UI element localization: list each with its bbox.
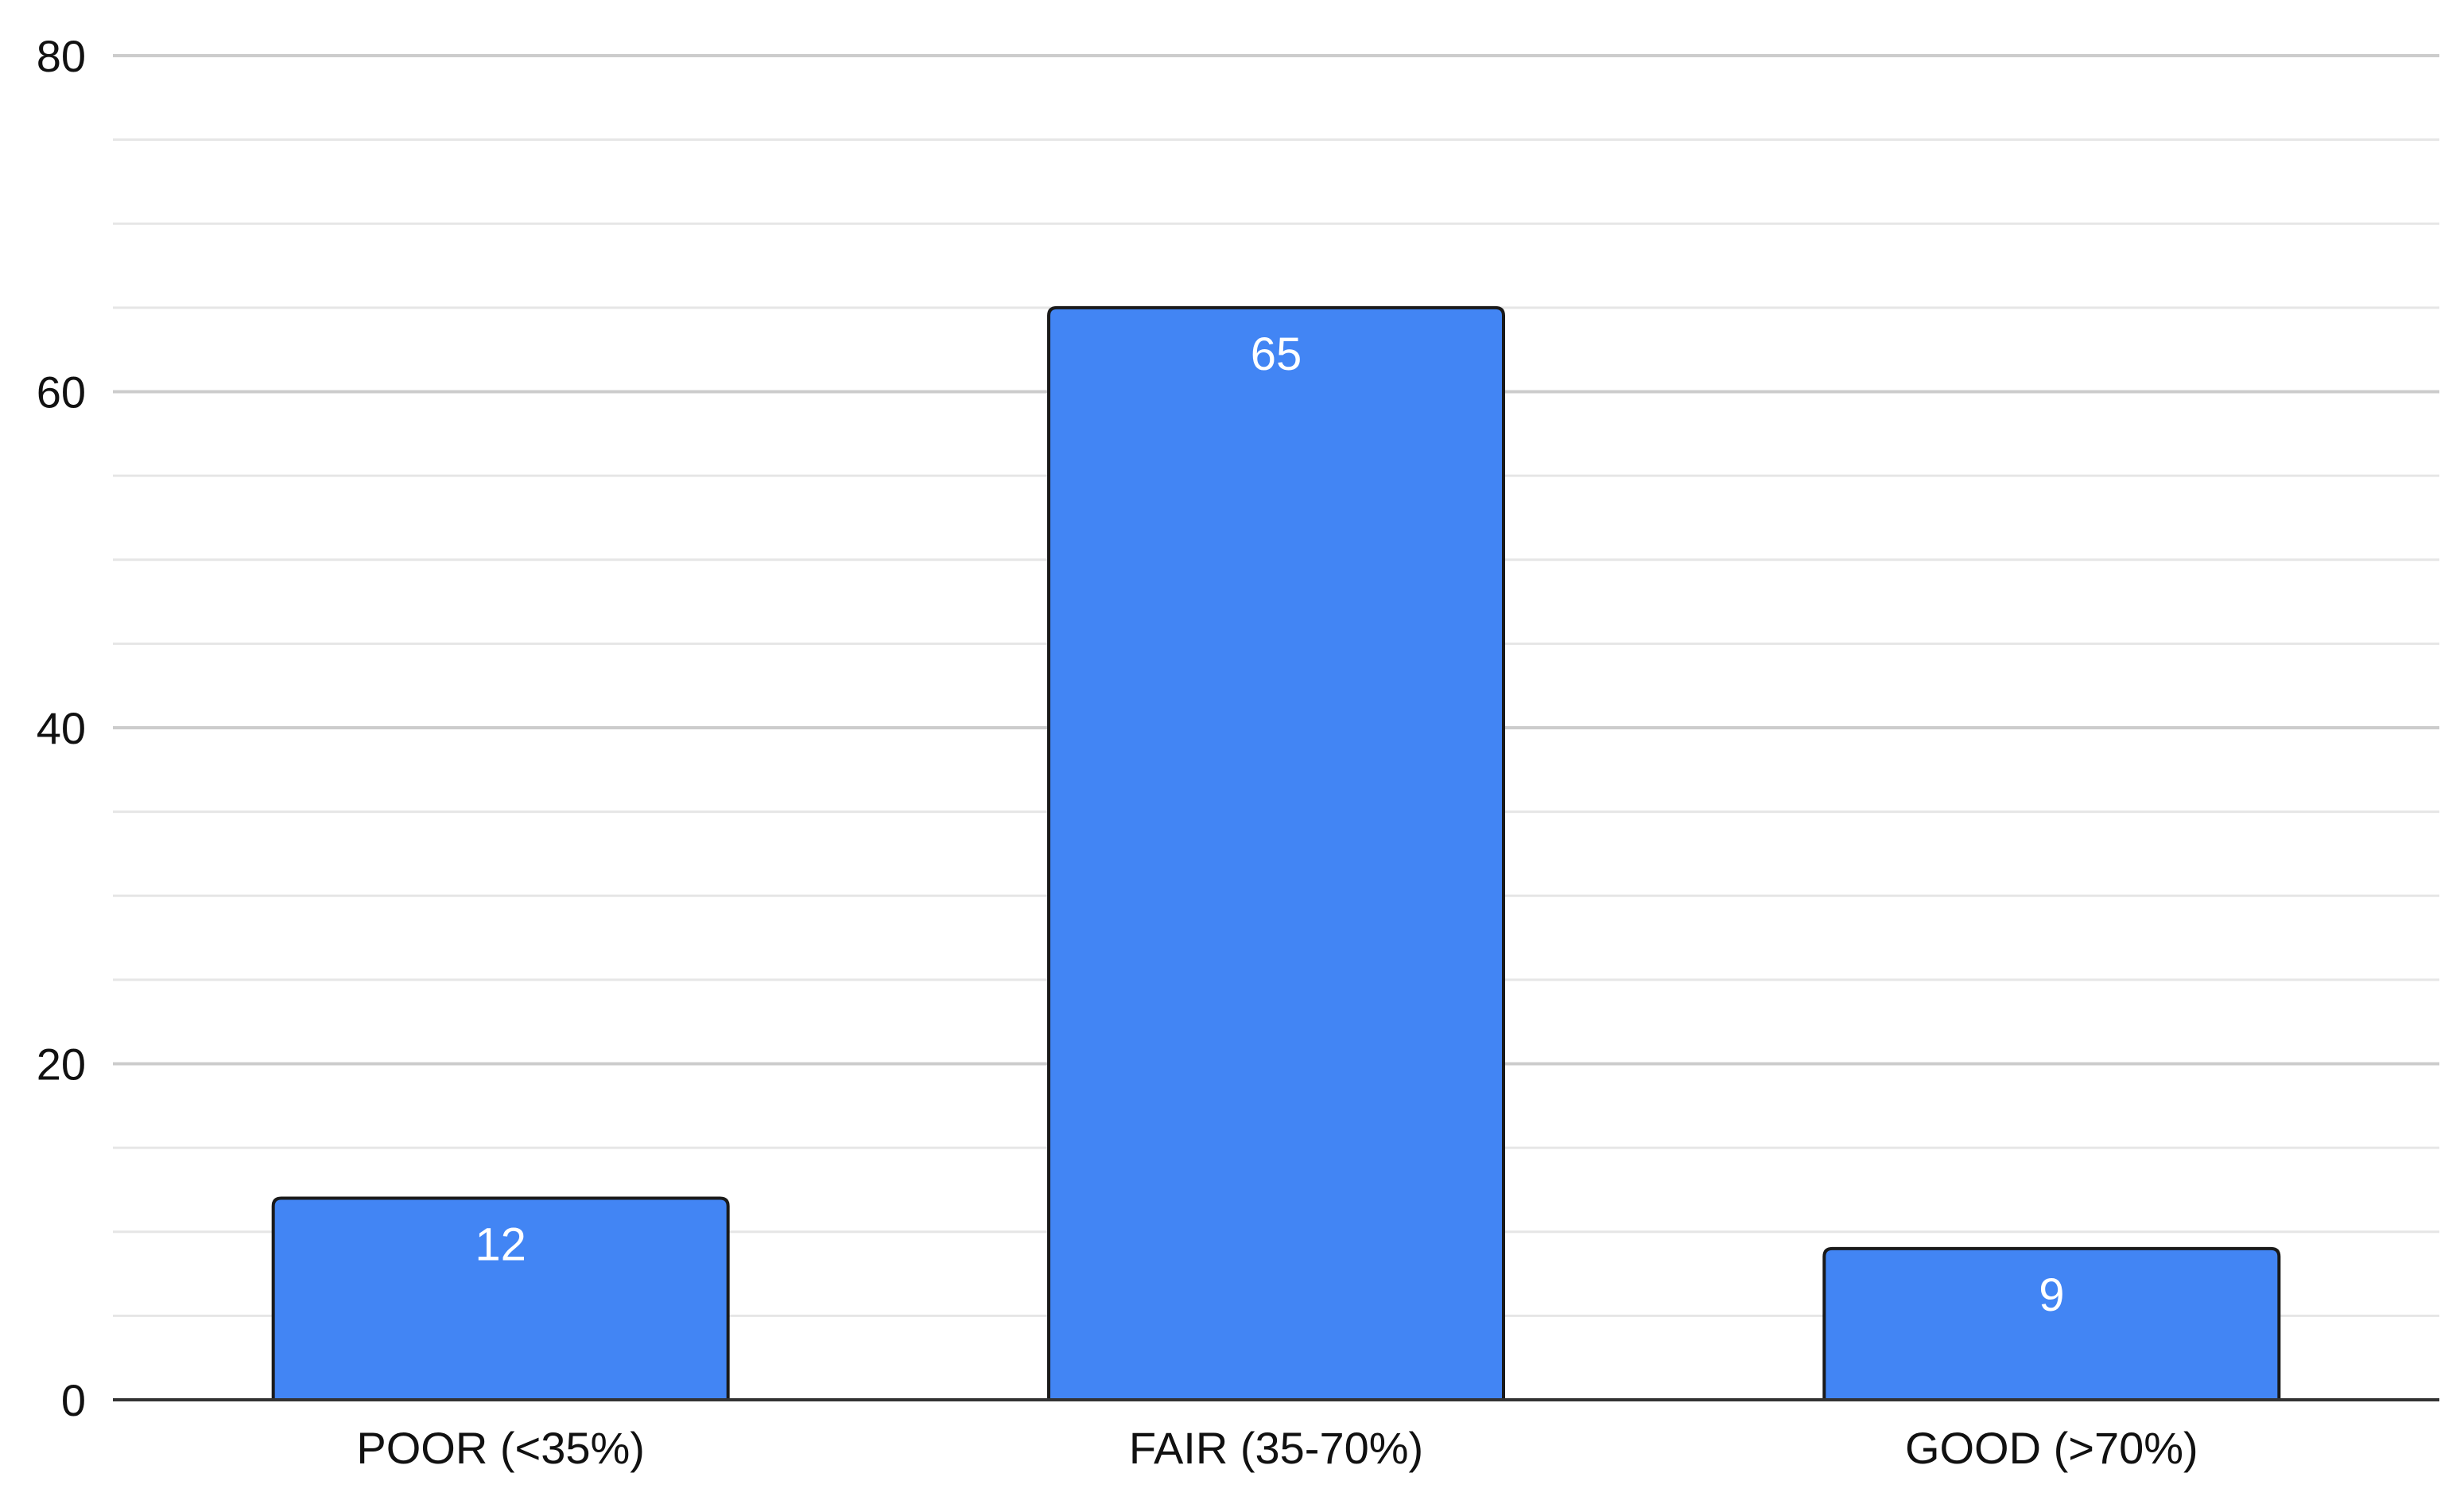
bar-value-label: 65 — [1251, 328, 1302, 380]
bar-value-label: 12 — [475, 1219, 526, 1271]
y-tick-label: 80 — [37, 31, 86, 81]
x-category-label: FAIR (35-70%) — [1129, 1423, 1423, 1473]
bar-2 — [1047, 305, 1505, 1401]
x-category-label: POOR (<35%) — [356, 1423, 645, 1473]
bar-value-label: 9 — [2039, 1269, 2064, 1321]
bars — [271, 305, 2281, 1401]
y-tick-label: 60 — [37, 367, 86, 418]
bar-3 — [1822, 1246, 2281, 1401]
x-category-label: GOOD (>70%) — [1905, 1423, 2198, 1473]
y-tick-label: 20 — [37, 1040, 86, 1090]
y-tick-label: 40 — [37, 703, 86, 753]
labels: 0 20 40 60 80 12 POOR (<35%) 65 FAIR (35-70%) 9 GO… — [37, 31, 2198, 1473]
y-tick-label: 0 — [61, 1375, 86, 1425]
bar-1 — [271, 1196, 730, 1401]
